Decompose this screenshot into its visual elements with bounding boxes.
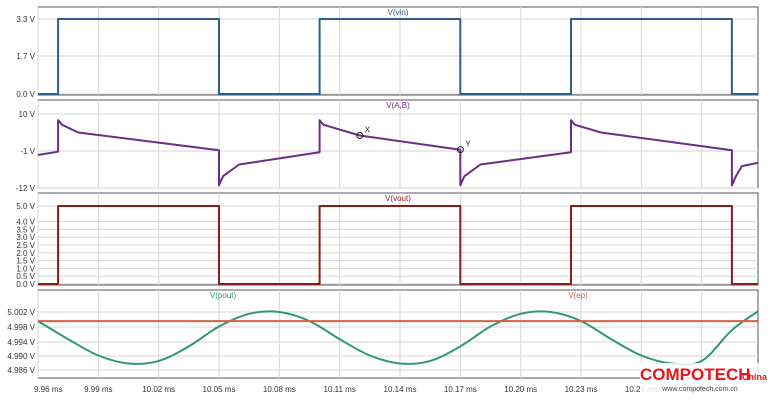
y-tick-label: 4.994 V <box>7 338 35 347</box>
y-tick-label: 3.3 V <box>16 15 35 24</box>
series-label-pout: V(pout) <box>210 291 237 300</box>
series-line-v-vin- <box>38 18 758 95</box>
y-tick-label: -1 V <box>20 147 35 156</box>
panel-vab: 10 V-1 V-12 V V(A,B) XY <box>16 99 759 193</box>
panel-vin: 3.3 V 1.7 V 0.0 V V(vin) <box>16 6 759 99</box>
panel-vab-title: V(A,B) <box>386 101 410 110</box>
panel-vin-frame <box>37 6 759 96</box>
y-tick-label: 4.0 V <box>16 218 35 227</box>
panel-vab-yticks: 10 V -1 V -12 V <box>16 110 36 193</box>
y-tick-label: 4.998 V <box>7 323 35 332</box>
y-tick-label: 4.986 V <box>7 366 35 375</box>
x-tick-label: 10.23 ms <box>565 385 598 394</box>
panel-vout-series <box>38 205 758 285</box>
y-tick-label: 1.7 V <box>16 52 35 61</box>
x-tick-label: 10.02 ms <box>142 385 175 394</box>
panel-vin-yticks: 3.3 V 1.7 V 0.0 V <box>16 15 35 99</box>
y-tick-label: 3.5 V <box>16 225 35 234</box>
panel-vout-frame <box>37 192 759 286</box>
annotation-label: Y <box>465 140 471 149</box>
y-tick-label: 1.5 V <box>16 257 35 266</box>
panel-vab-annotations: XY <box>356 126 471 154</box>
x-tick-label: 10.14 ms <box>384 385 417 394</box>
y-tick-label: 0.0 V <box>16 90 35 99</box>
x-axis-ticks: 9.96 ms 9.99 ms 10.02 ms 10.05 ms 10.08 ms 10… <box>34 385 718 394</box>
series-label-ep: V(ep) <box>568 291 588 300</box>
y-tick-label: 3.0 V <box>16 233 35 242</box>
panel-pout-series <box>37 310 759 366</box>
panel-vin-series <box>38 18 758 95</box>
y-tick-label: 0.5 V <box>16 272 35 281</box>
y-tick-label: 2.0 V <box>16 249 35 258</box>
panel-pout-yticks: 5.002 V 4.998 V 4.994 V 4.990 V 4.986 V <box>7 308 35 375</box>
x-tick-label: 10.08 ms <box>263 385 296 394</box>
x-tick-label: 9.99 ms <box>84 385 112 394</box>
y-tick-label: 0.0 V <box>16 280 35 289</box>
panel-pout-grid <box>37 290 758 378</box>
y-tick-label: 10 V <box>19 110 36 119</box>
panel-vab-grid <box>37 100 758 189</box>
y-tick-label: 5.0 V <box>16 202 35 211</box>
watermark-backdrop <box>640 363 772 393</box>
panel-vab-frame <box>37 99 759 189</box>
panel-pout-ep: 5.002 V 4.998 V 4.994 V 4.990 V 4.986 V V(po… <box>7 289 759 379</box>
series-line-v-a-b- <box>37 119 759 187</box>
x-tick-label: 10.05 ms <box>203 385 236 394</box>
annotation-marker <box>356 132 364 140</box>
panel-vab-series <box>37 119 759 187</box>
watermark-brand: COMPOTECH <box>640 365 751 384</box>
x-tick-label: 10.20 ms <box>504 385 537 394</box>
panel-vout-yticks: 5.0 V 4.0 V3.5 V3.0 V2.5 V2.0 V1.5 V1.0 V… <box>16 202 35 289</box>
panel-vin-title: V(vin) <box>388 8 409 17</box>
x-tick-label: 9.96 ms <box>34 385 62 394</box>
x-tick-label: 10.17 ms <box>444 385 477 394</box>
series-line-v-pout- <box>37 310 759 366</box>
watermark-logo: COMPOTECH China www.compotech.com.cn <box>640 363 772 393</box>
y-tick-label: 1.0 V <box>16 264 35 273</box>
watermark-url: www.compotech.com.cn <box>661 386 738 393</box>
x-tick-label: 10.11 ms <box>324 385 356 394</box>
panel-vout-title: V(vout) <box>385 194 411 203</box>
y-tick-label: 2.5 V <box>16 241 35 250</box>
watermark-suffix: China <box>742 372 768 382</box>
y-tick-label: 4.990 V <box>7 352 35 361</box>
annotation-marker <box>456 146 464 154</box>
y-tick-label: 5.002 V <box>7 308 35 317</box>
annotation-label: X <box>365 126 371 135</box>
y-tick-label: -12 V <box>16 184 36 193</box>
series-line-v-vout- <box>38 205 758 285</box>
panel-vout: 5.0 V 4.0 V3.5 V3.0 V2.5 V2.0 V1.5 V1.0 V… <box>16 192 759 289</box>
